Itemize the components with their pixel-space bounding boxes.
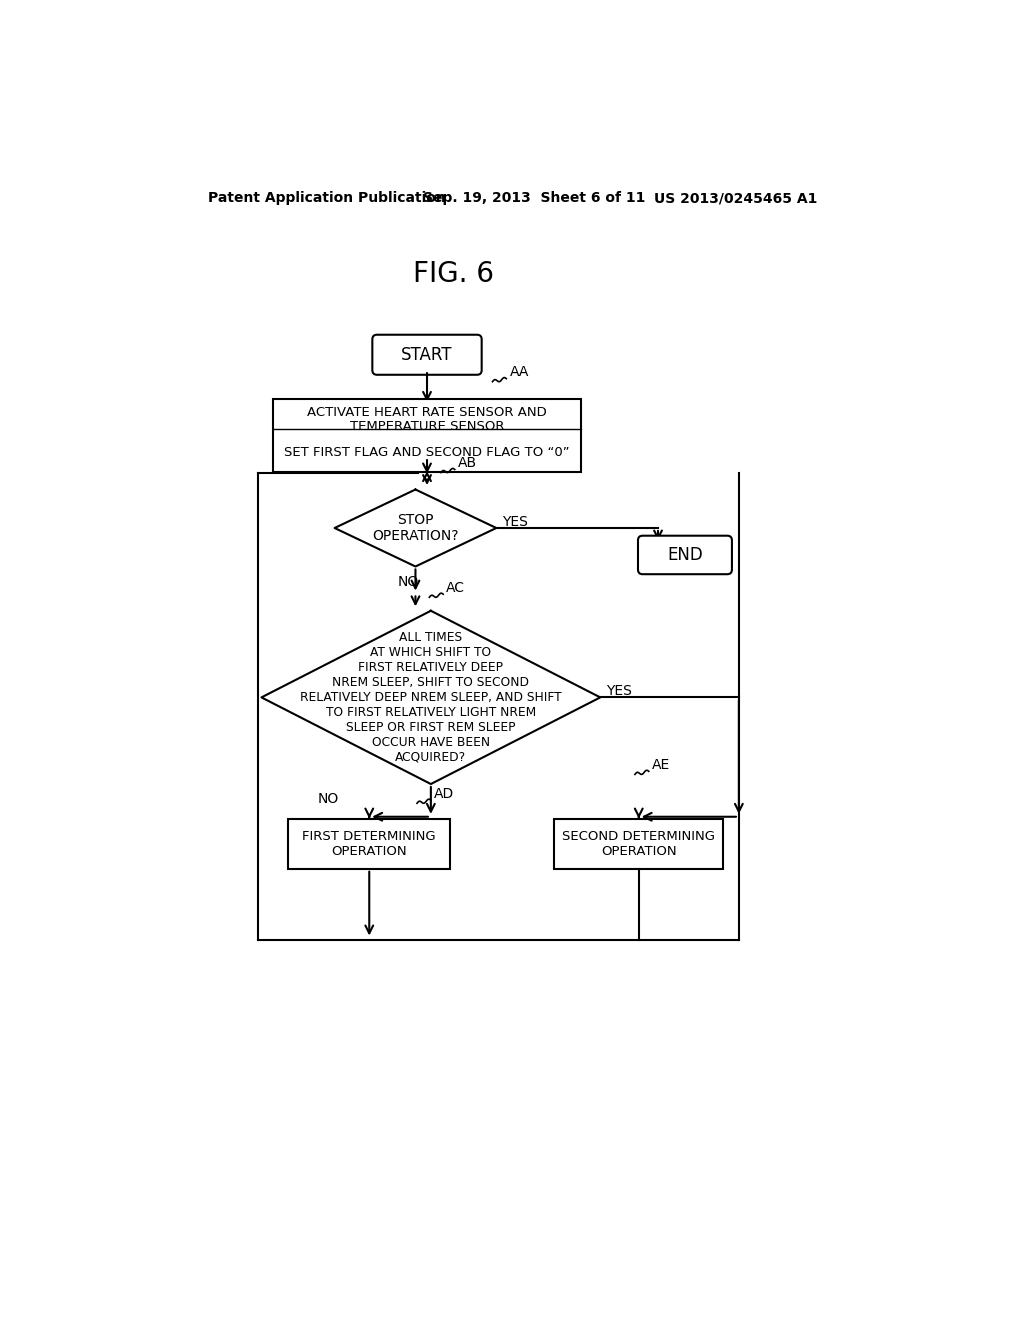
Text: ALL TIMES
AT WHICH SHIFT TO
FIRST RELATIVELY DEEP
NREM SLEEP, SHIFT TO SECOND
RE: ALL TIMES AT WHICH SHIFT TO FIRST RELATI… — [300, 631, 562, 764]
Text: NO: NO — [397, 576, 419, 589]
Text: AC: AC — [446, 581, 465, 595]
Text: YES: YES — [503, 515, 528, 529]
Text: AE: AE — [652, 758, 670, 772]
FancyBboxPatch shape — [638, 536, 732, 574]
Text: SET FIRST FLAG AND SECOND FLAG TO “0”: SET FIRST FLAG AND SECOND FLAG TO “0” — [285, 446, 569, 459]
FancyBboxPatch shape — [373, 335, 481, 375]
Text: END: END — [667, 546, 702, 564]
Bar — [554, 818, 724, 869]
Text: SECOND DETERMINING
OPERATION: SECOND DETERMINING OPERATION — [562, 830, 715, 858]
Text: Sep. 19, 2013  Sheet 6 of 11: Sep. 19, 2013 Sheet 6 of 11 — [423, 191, 645, 206]
Text: US 2013/0245465 A1: US 2013/0245465 A1 — [654, 191, 817, 206]
Text: NO: NO — [317, 792, 339, 807]
Text: AB: AB — [458, 457, 477, 470]
Bar — [273, 399, 581, 473]
Text: AA: AA — [509, 366, 528, 379]
Polygon shape — [335, 490, 497, 566]
Text: ACTIVATE HEART RATE SENSOR AND: ACTIVATE HEART RATE SENSOR AND — [307, 407, 547, 418]
Text: FIRST DETERMINING
OPERATION: FIRST DETERMINING OPERATION — [302, 830, 436, 858]
Text: FIG. 6: FIG. 6 — [414, 260, 495, 288]
Bar — [289, 818, 451, 869]
Text: STOP
OPERATION?: STOP OPERATION? — [372, 513, 459, 543]
Text: START: START — [401, 346, 453, 364]
Text: AD: AD — [434, 787, 455, 801]
Text: TEMPERATURE SENSOR: TEMPERATURE SENSOR — [350, 420, 504, 433]
Text: Patent Application Publication: Patent Application Publication — [208, 191, 445, 206]
Polygon shape — [261, 611, 600, 784]
Text: YES: YES — [606, 684, 632, 698]
